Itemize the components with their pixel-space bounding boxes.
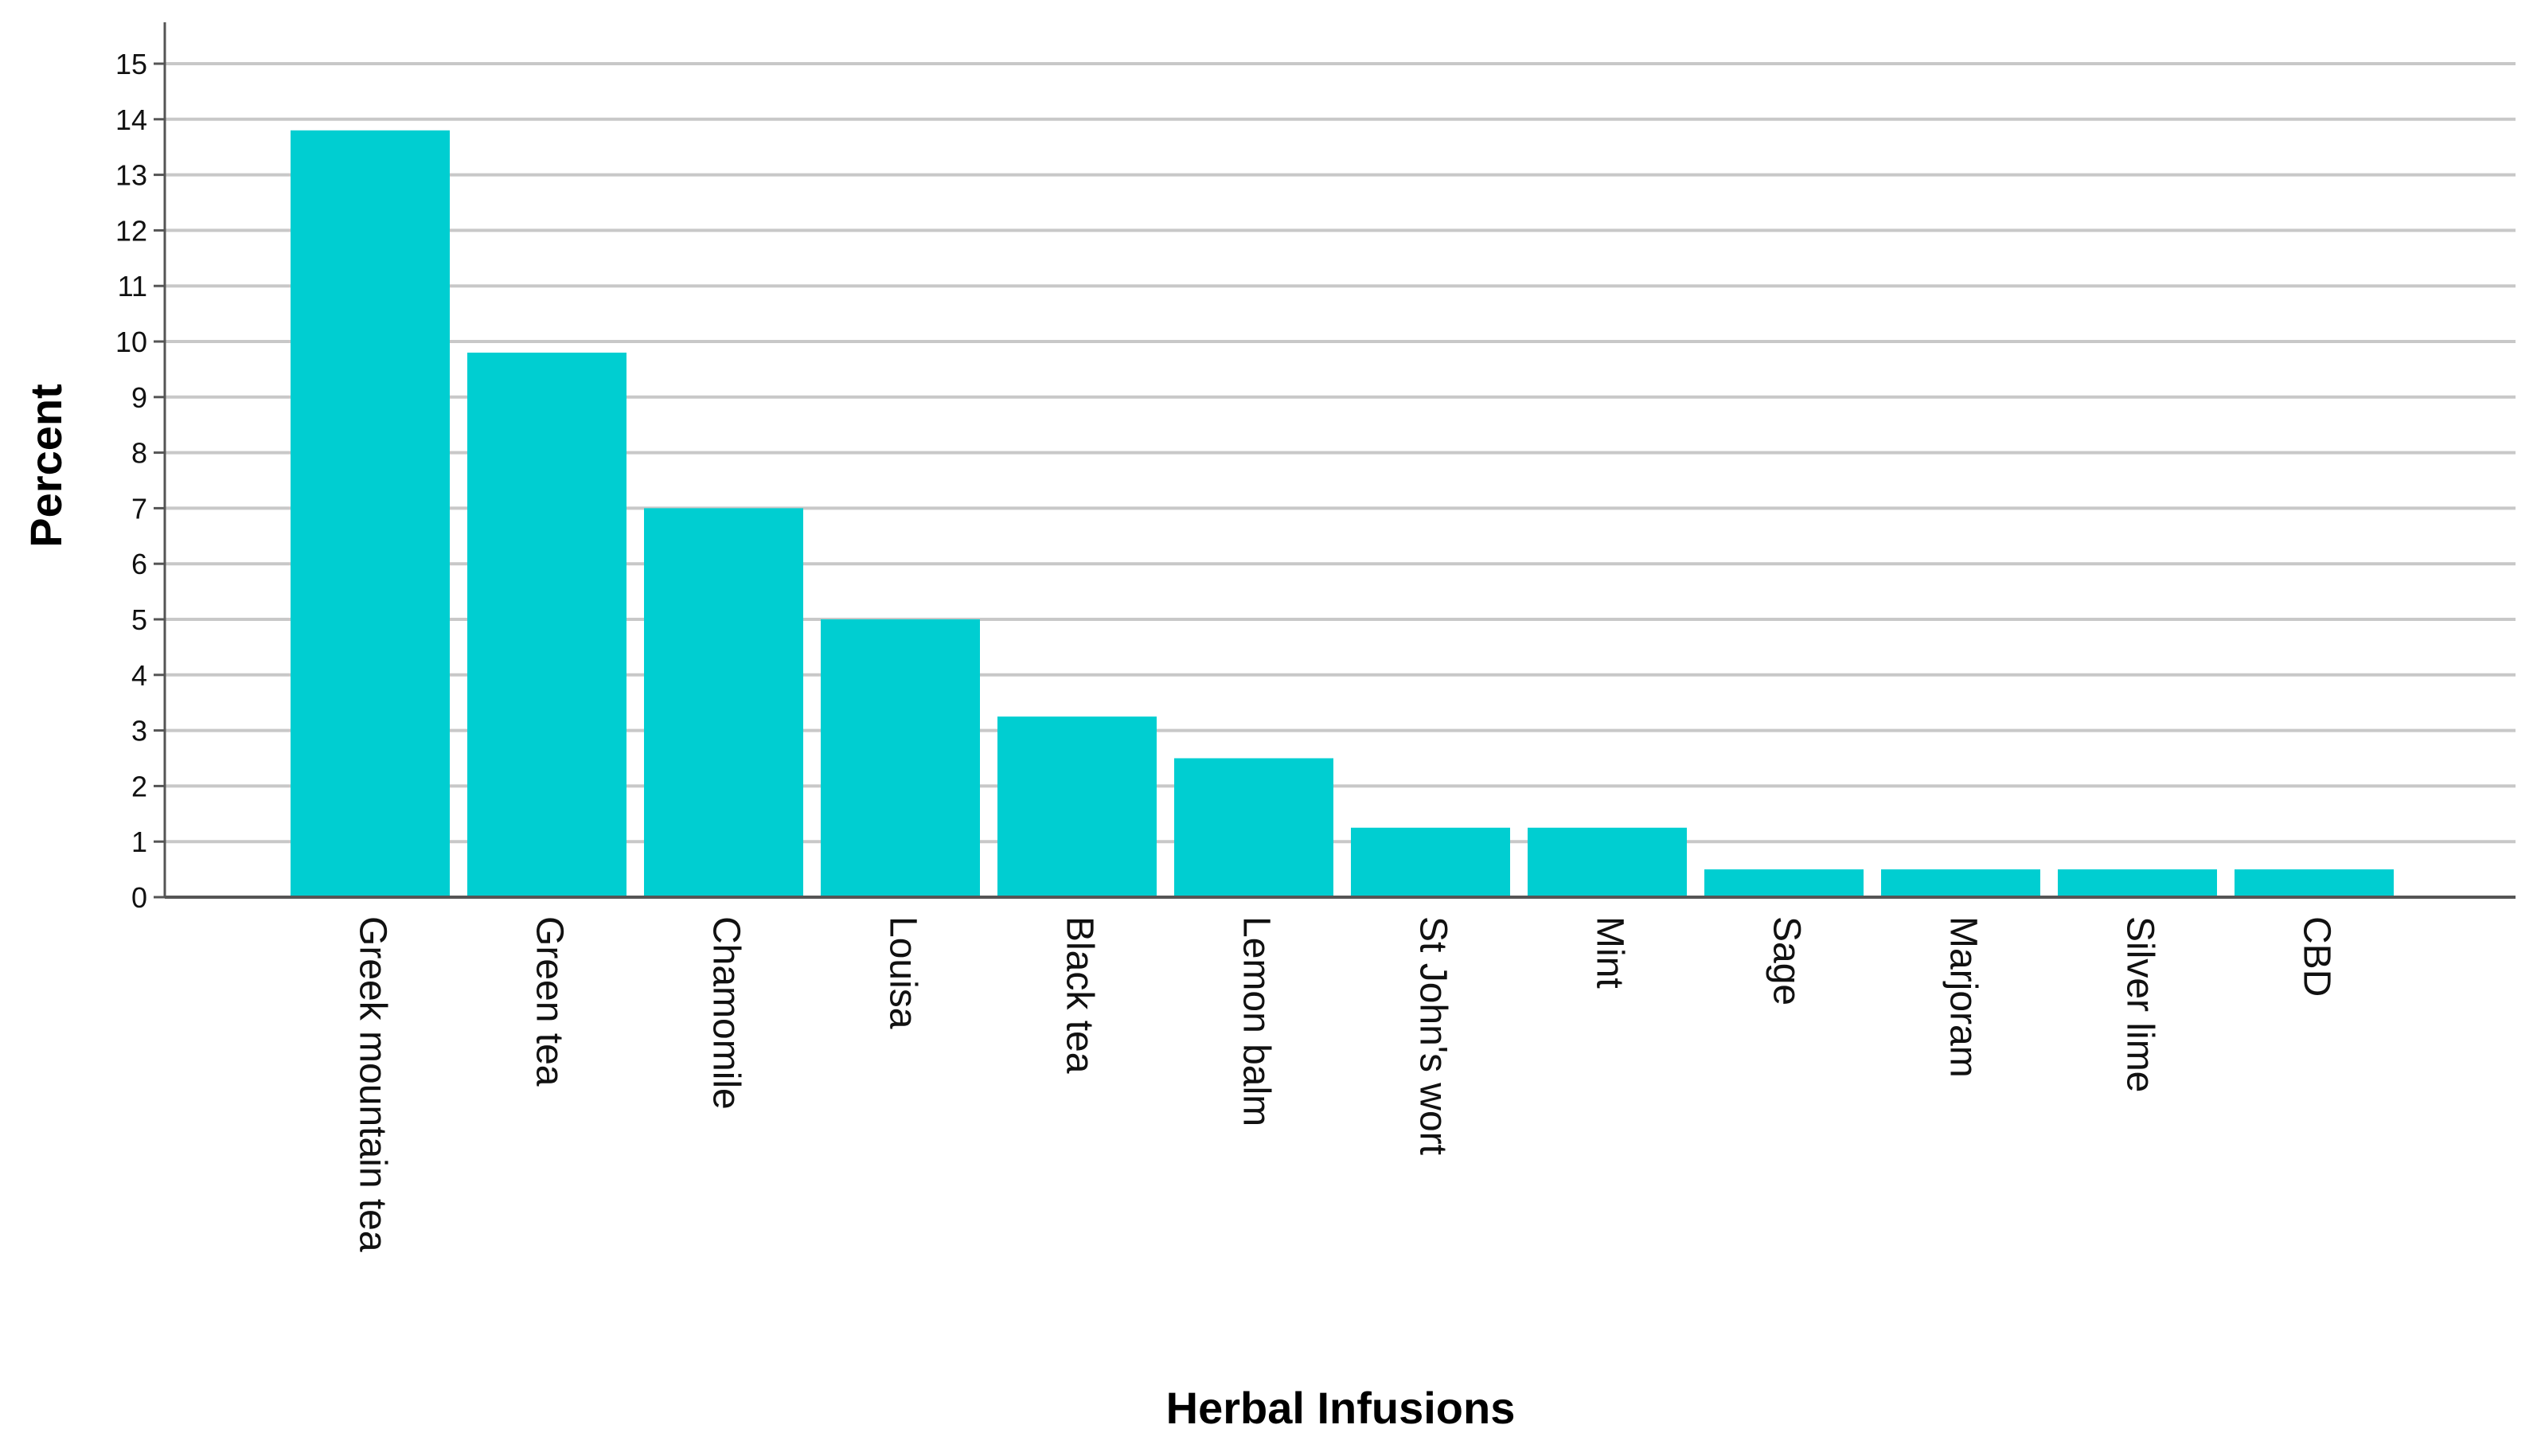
x-category-label: Green tea xyxy=(528,916,570,1087)
x-category-label: Greek mountain tea xyxy=(351,916,393,1252)
y-tick-label: 3 xyxy=(131,715,147,748)
y-tick-label: 10 xyxy=(115,326,147,358)
bar xyxy=(644,508,803,897)
x-axis-title: Herbal Infusions xyxy=(1166,1383,1516,1433)
y-tick-label: 5 xyxy=(131,603,147,636)
bar xyxy=(1881,869,2040,897)
bar xyxy=(2058,869,2217,897)
bar xyxy=(997,716,1157,897)
bar xyxy=(1528,827,1687,897)
y-tick-label: 1 xyxy=(131,826,147,858)
bar xyxy=(2235,869,2394,897)
y-tick-label: 12 xyxy=(115,214,147,247)
axes xyxy=(154,22,2516,899)
x-category-label: Black tea xyxy=(1058,916,1100,1074)
bar xyxy=(1704,869,1864,897)
x-category-label: Chamomile xyxy=(705,916,747,1110)
bar xyxy=(821,619,980,897)
x-category-label: Silver lime xyxy=(2118,916,2160,1092)
y-tick-label: 6 xyxy=(131,548,147,580)
y-tick-label: 15 xyxy=(115,48,147,80)
x-category-label: Sage xyxy=(1765,916,1807,1005)
y-tick-label: 2 xyxy=(131,770,147,802)
x-category-labels: Greek mountain tea Green tea Chamomile Loui… xyxy=(351,916,2337,1252)
x-category-label: Marjoram xyxy=(1942,916,1984,1078)
bar xyxy=(1174,758,1333,897)
y-tick-label: 8 xyxy=(131,437,147,470)
x-category-label: CBD xyxy=(2295,916,2337,997)
y-tick-label: 13 xyxy=(115,159,147,192)
y-tick-label: 14 xyxy=(115,103,147,136)
y-tick-label: 4 xyxy=(131,659,147,692)
bar xyxy=(467,352,626,898)
y-tick-label: 11 xyxy=(118,270,147,303)
y-tick-label: 9 xyxy=(131,381,147,414)
bar xyxy=(291,130,450,897)
bar xyxy=(1351,827,1510,897)
x-category-label: Lemon balm xyxy=(1235,916,1277,1126)
x-category-label: Louisa xyxy=(881,916,923,1029)
y-tick-label: 0 xyxy=(131,881,147,914)
y-tick-label: 7 xyxy=(131,492,147,525)
x-category-label: St John's wort xyxy=(1411,916,1454,1155)
y-axis-title: Percent xyxy=(21,384,71,547)
x-category-label: Mint xyxy=(1588,916,1630,989)
bars xyxy=(291,130,2394,898)
